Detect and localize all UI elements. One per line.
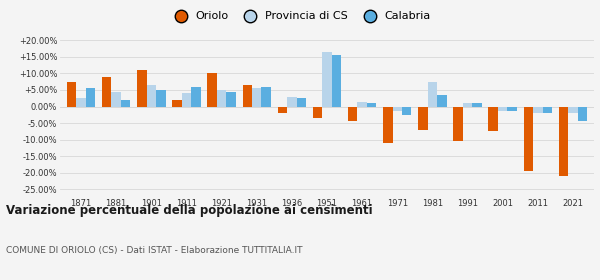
Bar: [437, 95, 446, 106]
Bar: [226, 92, 236, 106]
Bar: [191, 87, 201, 106]
Bar: [392, 106, 402, 111]
Bar: [358, 102, 367, 106]
Bar: [488, 106, 498, 131]
Bar: [524, 106, 533, 171]
Bar: [418, 106, 428, 130]
Bar: [348, 106, 358, 122]
Bar: [568, 106, 578, 113]
Bar: [367, 103, 376, 106]
Bar: [86, 88, 95, 106]
Bar: [322, 52, 332, 106]
Bar: [428, 82, 437, 106]
Bar: [508, 106, 517, 111]
Bar: [402, 106, 412, 115]
Bar: [542, 106, 552, 113]
Text: Variazione percentuale della popolazione ai censimenti: Variazione percentuale della popolazione…: [6, 204, 373, 217]
Bar: [287, 97, 296, 106]
Text: COMUNE DI ORIOLO (CS) - Dati ISTAT - Elaborazione TUTTITALIA.IT: COMUNE DI ORIOLO (CS) - Dati ISTAT - Ela…: [6, 246, 302, 255]
Bar: [252, 88, 262, 106]
Bar: [296, 98, 306, 106]
Bar: [102, 77, 112, 106]
Bar: [67, 82, 76, 106]
Bar: [208, 73, 217, 106]
Bar: [453, 106, 463, 141]
Bar: [498, 106, 508, 111]
Bar: [76, 98, 86, 106]
Bar: [172, 100, 182, 106]
Bar: [313, 106, 322, 118]
Bar: [533, 106, 542, 113]
Bar: [278, 106, 287, 113]
Bar: [578, 106, 587, 122]
Bar: [472, 103, 482, 106]
Bar: [121, 100, 130, 106]
Bar: [112, 92, 121, 106]
Legend: Oriolo, Provincia di CS, Calabria: Oriolo, Provincia di CS, Calabria: [165, 7, 435, 26]
Bar: [242, 85, 252, 106]
Bar: [156, 90, 166, 106]
Bar: [559, 106, 568, 176]
Bar: [332, 55, 341, 106]
Bar: [383, 106, 392, 143]
Bar: [146, 85, 156, 106]
Bar: [262, 87, 271, 106]
Bar: [182, 93, 191, 106]
Bar: [137, 70, 146, 106]
Bar: [217, 90, 226, 106]
Bar: [463, 103, 472, 106]
